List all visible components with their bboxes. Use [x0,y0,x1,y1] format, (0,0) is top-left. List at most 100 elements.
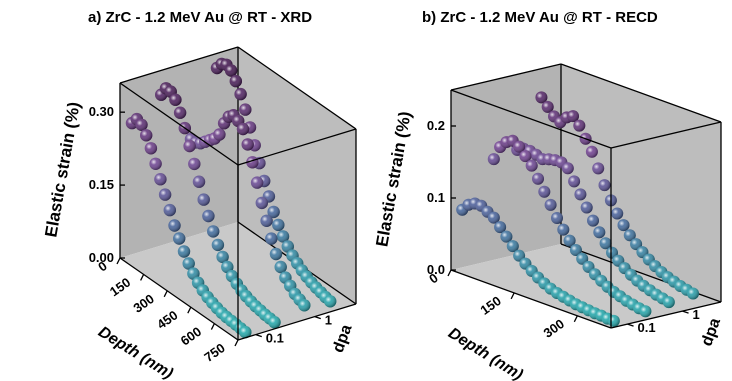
x-tick-mark [210,323,215,330]
data-point-shade [197,193,210,206]
data-point-shade [513,140,526,153]
data-point-shade [598,179,611,192]
data-point-shade [239,103,252,116]
data-point-shade [158,188,172,201]
data-point-shade [182,257,195,270]
data-point-shade [506,240,519,253]
data-point-shade [276,230,290,243]
frame-edge [119,46,239,84]
chart-a-svg: a) ZrC - 1.2 MeV Au @ RT - XRD 0.00 0.15 0… [41,9,357,381]
data-point-shade [135,118,148,131]
data-point-shade [599,237,612,250]
data-point-shade [573,119,586,132]
x-tick-label: 150 [477,293,503,318]
frame-edge [450,269,612,329]
data-point-shade [593,226,606,239]
x-axis-label: Depth (nm) [95,324,176,381]
z-tick-label: 1 [325,313,332,328]
data-point-shade [274,260,287,274]
side-wall [120,47,238,258]
x-tick-mark [163,290,168,298]
z-tick-mark [627,323,634,327]
data-point-shade [535,91,548,104]
z-tick-mark [682,310,689,314]
frame-edge [237,128,357,166]
z-tick-label: 1 [693,307,700,322]
data-point-shade [149,157,162,170]
x-tick-mark [234,339,239,347]
data-point-shade [229,74,242,88]
data-point-shade [239,325,252,339]
data-point-shade [494,221,507,234]
data-point-shade [154,173,167,186]
data-point-shade [221,260,234,274]
data-point-shade [272,218,285,232]
data-point-shade [525,159,538,172]
data-point-shade [173,106,187,119]
x-axis-label: Depth (nm) [445,325,526,381]
data-point-shade [207,225,220,238]
data-point-shade [611,207,624,220]
z-axis-label: dpa [330,322,356,355]
x-tick-mark [116,257,121,265]
data-point-shade [639,305,652,318]
chart-b-svg: b) ZrC - 1.2 MeV Au @ RT - RECD 0.0 0.1 0.… [372,9,724,381]
data-point-shade [576,252,589,265]
data-point-shade [250,176,264,189]
data-point-shade [662,296,675,309]
data-point-shade [267,205,280,219]
data-point-shade [587,214,599,227]
data-point-shade [519,150,532,163]
data-point-shade [557,223,570,236]
y-tick-label: 0.15 [89,177,114,192]
data-point-shade [607,314,620,327]
data-point-shade [324,295,337,308]
frame-edge [450,89,612,149]
data-point-shade [234,87,247,101]
frame-edge [119,257,239,341]
data-point-shade [580,201,593,214]
data-point-shade [532,172,544,185]
data-point-shade [561,162,574,175]
x-tick-mark [140,274,145,281]
data-point-shade [236,122,250,136]
data-point-shade [541,100,554,113]
y-tick-label: 0.2 [427,118,445,133]
data-point-shade [563,234,576,247]
frame-back-edge [560,63,722,123]
data-point-shade [192,175,206,188]
data-point-shade [538,185,551,198]
data-point-shade [213,128,226,141]
data-point-shade [140,129,153,142]
panel-a: a) ZrC - 1.2 MeV Au @ RT - XRD 0.00 0.15 0… [41,9,357,381]
data-point-shade [173,232,186,245]
data-point-shade [216,250,229,264]
data-point-shade [623,229,636,242]
data-point-shade [177,245,191,258]
data-point-shade [687,287,699,300]
z-tick-mark [255,333,262,338]
x-tick-label: 600 [178,324,204,349]
data-point-shade [168,219,181,232]
data-point-shade [265,232,278,245]
frame-edge [119,82,239,166]
y-axis-label: Elastic strain (%) [372,110,415,248]
data-point-shade [269,247,283,261]
data-point-shade [260,214,273,227]
data-point-shade [298,299,311,312]
y-axis-label: Elastic strain (%) [41,100,84,238]
data-point-shade [551,212,563,224]
side-wall [451,64,561,270]
data-point-shade [188,157,201,171]
frame-edge [237,303,357,341]
data-point-shade [487,211,500,224]
x-tick-label: 450 [154,307,180,332]
y-tick-label: 0.30 [89,104,114,119]
data-point-shade [268,316,281,329]
z-tick-mark [314,315,321,320]
data-point-shade [144,142,158,155]
data-point-shade [592,162,605,175]
frame-edge [610,301,722,329]
floor-plane [451,244,721,328]
data-point-shade [241,138,254,151]
